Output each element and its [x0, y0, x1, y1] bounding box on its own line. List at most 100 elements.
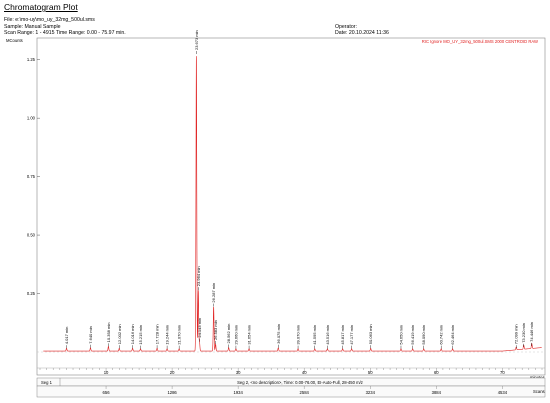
plot-frame: [36, 37, 546, 376]
operator-info: Operator:: [335, 24, 357, 30]
peak-label: 43.516 min: [325, 325, 330, 345]
peak-marker: 73.230 min: [521, 323, 526, 347]
peak-marker: 45.817 min: [340, 325, 345, 349]
peak-marker: 72.099 min: [514, 324, 519, 349]
y-tick-label: 0.75: [27, 174, 36, 179]
peak-marker: 4.017 min: [64, 327, 69, 349]
segment-1-label: Seg 1: [41, 380, 53, 385]
peak-marker: 26.583 min: [213, 320, 218, 344]
peak-label: 7.640 min: [88, 326, 93, 344]
peak-marker: 36.075 min: [276, 324, 281, 348]
scan-tick-label: 4534: [498, 390, 508, 395]
peak-label: 41.595 min: [312, 325, 317, 345]
chromatogram-trace: [43, 56, 542, 352]
peak-label: 45.817 min: [340, 325, 345, 345]
peak-label: 36.075 min: [276, 324, 281, 344]
peak-marker: 19.244 min: [165, 325, 170, 349]
x-tick-label: 40: [302, 370, 307, 375]
x-tick-label: 30: [236, 370, 241, 375]
peak-label: 21.070 min: [177, 325, 182, 345]
peak-marker: 31.654 min: [247, 325, 252, 349]
peak-marker: 56.419 min: [410, 325, 415, 349]
y-tick-label: 0.25: [27, 291, 36, 296]
scan-axis: 656 1286 1934 2584 3234 3884 4534: [103, 386, 508, 395]
peak-marker: 12.002 min: [117, 324, 122, 349]
peak-marker: 50.063 min: [368, 324, 373, 349]
peak-label: 54.650 min: [398, 325, 403, 345]
x-axis-label: minutes: [530, 375, 545, 380]
x-tick-label: 20: [170, 370, 175, 375]
x-axis: 10 20 30 40 50 60 70: [37, 367, 545, 375]
peak-marker: 58.090 min: [421, 325, 426, 349]
peak-label: 29.660 min: [233, 325, 238, 345]
peak-label: 4.017 min: [64, 327, 69, 345]
peak-marker: 74.446 min: [529, 322, 534, 346]
peak-label: 56.419 min: [410, 325, 415, 345]
peak-marker: 7.640 min: [88, 326, 93, 348]
scan-axis-bar: [36, 385, 546, 398]
y-axis-label: MCounts: [6, 38, 23, 43]
peak-marker: 54.650 min: [398, 325, 403, 349]
peak-label: 26.583 min: [213, 320, 218, 340]
peak-label: 24.143 min: [197, 318, 202, 338]
peak-label: 12.002 min: [117, 324, 122, 344]
peak-label: 26.287 min: [211, 283, 216, 303]
scan-tick-label: 1286: [167, 390, 177, 395]
scan-tick-label: 2584: [300, 390, 310, 395]
peak-label: 60.742 min: [439, 325, 444, 345]
page-title: Chromatogram Plot: [4, 2, 78, 12]
peak-label: 23.673 min: [194, 30, 199, 50]
y-tick-label: 1.00: [27, 116, 36, 121]
peak-label: 17.728 min: [155, 324, 160, 344]
peak-marker: 43.516 min: [325, 325, 330, 349]
peak-marker: 24.143 min: [197, 318, 202, 342]
scan-tick-label: 656: [103, 390, 111, 395]
peak-marker: 60.742 min: [439, 325, 444, 349]
peak-marker: 23.673 min: [194, 30, 199, 55]
y-tick-label: 0.50: [27, 233, 36, 238]
sample-info: Sample: Manual Sample: [4, 24, 61, 30]
peak-label: 62.464 min: [450, 325, 455, 345]
date-info: Date: 20.10.2024 11:36: [335, 30, 389, 36]
scan-tick-label: 1934: [233, 390, 243, 395]
x-tick-label: 10: [104, 370, 109, 375]
scan-tick-label: 3234: [366, 390, 376, 395]
peak-label: 19.244 min: [165, 325, 170, 345]
scans-label: Scans: [533, 389, 545, 394]
legend-entry: RIC Ignore MO_UY_32mg_500ul.SMS 2000 CEN…: [422, 39, 538, 44]
peak-label: 73.230 min: [521, 323, 526, 343]
peak-marker: 28.562 min: [226, 324, 231, 348]
peak-labels: 4.017 min 7.640 min 10.358 min 12.002 min 14…: [64, 30, 534, 349]
peak-label: 39.070 min: [296, 325, 301, 345]
peak-label: 50.063 min: [368, 324, 373, 344]
x-tick-label: 70: [500, 370, 505, 375]
peak-label: 28.562 min: [226, 324, 231, 344]
peak-label: 58.090 min: [421, 325, 426, 345]
peak-label: 14.016 min: [130, 324, 135, 344]
peak-label: 23.964 min: [196, 266, 201, 286]
peak-marker: 10.358 min: [106, 323, 111, 347]
peak-marker: 23.964 min: [196, 266, 201, 291]
peak-marker: 26.287 min: [211, 283, 216, 307]
peak-marker: 29.660 min: [233, 325, 238, 349]
peak-label: 47.177 min: [349, 325, 354, 345]
peak-marker: 47.177 min: [349, 325, 354, 349]
y-tick-label: 1.25: [27, 57, 36, 62]
peak-label: 10.358 min: [106, 323, 111, 343]
scan-tick-label: 3884: [432, 390, 442, 395]
file-info: File: e:\mo-uy\mo_uy_32mg_500ul.sms: [4, 17, 95, 23]
segment-2-label: Seg 2, <no description>, Time: 0.00-76.0…: [237, 380, 363, 385]
peak-label: 15.215 min: [138, 325, 143, 345]
peak-marker: 17.728 min: [155, 324, 160, 349]
peak-marker: 62.464 min: [450, 325, 455, 349]
peak-label: 74.446 min: [529, 322, 534, 342]
peak-label: 72.099 min: [514, 324, 519, 344]
peak-marker: 14.016 min: [130, 324, 135, 349]
peak-marker: 39.070 min: [296, 325, 301, 349]
peak-marker: 15.215 min: [138, 325, 143, 349]
y-axis: 0.25 0.50 0.75 1.00 1.25: [27, 57, 545, 353]
peak-marker: 41.595 min: [312, 325, 317, 349]
x-tick-label: 60: [434, 370, 439, 375]
peak-label: 31.654 min: [247, 325, 252, 345]
